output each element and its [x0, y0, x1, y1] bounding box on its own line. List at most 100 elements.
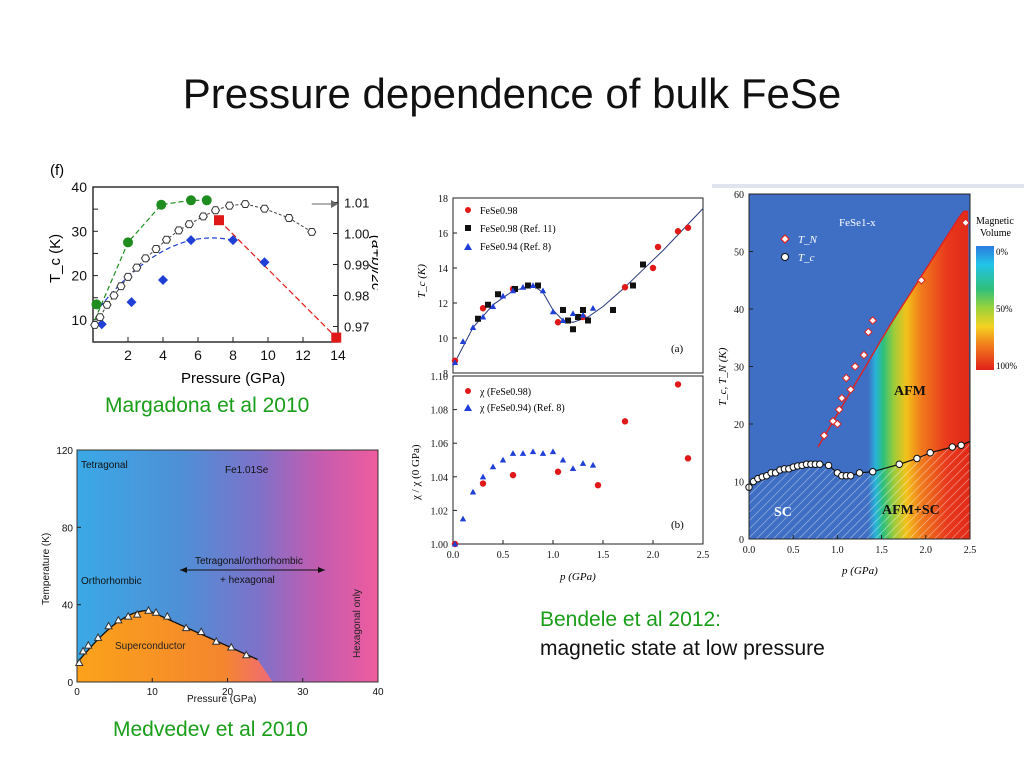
y-tick-label: 1.10	[431, 372, 449, 383]
y-tick-label: 1.08	[431, 406, 449, 417]
bendele-chi-point	[459, 515, 467, 522]
x-tick-label: 6	[194, 347, 202, 363]
tc-point	[926, 449, 934, 457]
bendele-tc-point	[495, 291, 501, 298]
phase-plot-frame	[748, 193, 971, 540]
margadona-point	[201, 195, 212, 206]
bendele-chi-point	[559, 456, 567, 463]
bendele-chi-point	[621, 418, 629, 425]
legend-ref8: FeSe0.94 (Ref. 8)	[480, 242, 551, 253]
medvedev-chart: 0 10 20 30 40 0 40 80 120 Tetragonal Orthorhombi…	[41, 446, 384, 705]
legend-chi094: χ (FeSe0.94) (Ref. 8)	[479, 403, 565, 414]
tn-point	[864, 327, 873, 337]
x-tick-label: 0.5	[787, 545, 800, 556]
y-tick-label: 14	[438, 264, 448, 275]
margadona-point	[102, 300, 112, 309]
legend-tn-marker	[780, 234, 790, 244]
bendele-panel-a: (a)	[671, 343, 684, 355]
phase-xlabel: p (GPa)	[841, 565, 878, 577]
arrow-left-icon	[180, 567, 187, 573]
region-sc: SC	[774, 505, 792, 520]
phase-axes: 0.0 0.5 1.0 1.5 2.0 2.5 0 10 20 30 40 50 60	[734, 190, 976, 556]
tc-point	[846, 472, 855, 480]
tc-point	[196, 627, 206, 636]
y-tick-label: 10	[438, 334, 448, 345]
bendele-chi-point	[594, 482, 602, 489]
tc-point	[869, 468, 877, 476]
legend-tn: T_N	[798, 234, 818, 246]
tn-point	[850, 362, 860, 371]
legend-marker-chi098	[465, 388, 471, 394]
region-tetragonal: Tetragonal	[81, 460, 128, 471]
x-tick-label: 2.5	[964, 545, 977, 556]
superconductor-region	[77, 610, 273, 682]
bendele-tc-point	[654, 243, 662, 251]
y-tick-label: 10	[734, 478, 744, 489]
bendele-tc-point	[580, 307, 586, 313]
y-tick-label: 30	[71, 223, 87, 239]
margadona-point	[174, 226, 184, 235]
tc-point	[211, 636, 221, 645]
margadona-point	[95, 313, 105, 322]
y-tick-label: 40	[62, 601, 74, 612]
medvedev-marks	[74, 605, 258, 666]
caption-bendele-1: Bendele et al 2012:	[540, 608, 721, 631]
legend-tc: T_c	[798, 252, 815, 264]
y-tick-label: 120	[56, 446, 73, 457]
margadona-chart: (f) 2 4 6 8 10 12 14 10 20 30 40 0.97 0.98 0.99 1.00 1.…	[47, 162, 378, 387]
legend-fese098: FeSe0.98	[480, 206, 518, 217]
legend-marker-ref11	[465, 225, 471, 231]
bendele-tc-point	[512, 286, 518, 292]
y-tick-label: 1.00	[431, 540, 449, 551]
bendele-tc-point	[519, 284, 527, 290]
x-tick-label: 1.0	[831, 545, 844, 556]
bendele-tc-point	[459, 338, 467, 345]
bendele-tc-point	[485, 301, 491, 308]
bendele-tc-point	[579, 312, 587, 318]
y-tick-label: 18	[438, 194, 448, 205]
margadona-point	[307, 227, 317, 236]
bendele-chi-point	[549, 448, 557, 455]
medvedev-frame	[76, 449, 379, 683]
bendele-chi-point	[509, 450, 517, 456]
tn-point	[917, 275, 926, 285]
margadona-xlabel: Pressure (GPa)	[181, 370, 285, 387]
tc-point	[83, 640, 93, 649]
bendele-tc-point	[479, 305, 487, 312]
margadona-point	[158, 275, 168, 285]
tc-point	[74, 658, 84, 666]
x-tick-label: 4	[159, 347, 167, 363]
bendele-tc-point	[535, 282, 541, 289]
tn-curve	[817, 210, 969, 448]
bendele-chi-point	[499, 456, 507, 463]
medvedev-arrow-label-1: Tetragonal/orthorhombic	[195, 556, 303, 567]
tc-point	[144, 605, 153, 614]
tn-point	[833, 419, 842, 429]
slide-title: Pressure dependence of bulk FeSe	[182, 70, 842, 117]
x-tick-label: 0.0	[743, 545, 756, 556]
bendele-tc-point	[469, 324, 477, 331]
tc-point	[957, 441, 965, 449]
bendele-tc-point	[575, 314, 581, 320]
arrow-right-icon	[318, 567, 325, 573]
bendele-chi-marks	[451, 381, 692, 548]
colorbar-tick-50: 50%	[996, 304, 1013, 314]
colorbar-title-1: Magnetic	[976, 216, 1014, 227]
region-hexagonal-only: Hexagonal only	[352, 589, 363, 658]
bendele-tc-point	[560, 307, 566, 313]
margadona-y2label: (a+b)/2c	[368, 235, 378, 291]
tc-point	[913, 454, 921, 463]
margadona-marks	[90, 195, 342, 343]
margadona-point	[284, 214, 294, 222]
bendele-tc-point	[630, 282, 636, 289]
legend-marker-chi094	[464, 404, 472, 411]
margadona-point	[91, 299, 102, 310]
legend-marker-ref8	[464, 243, 472, 250]
medvedev-xlabel: Pressure (GPa)	[187, 694, 256, 705]
margadona-point	[214, 215, 224, 226]
y-tick-label: 1.04	[431, 473, 449, 484]
margadona-point	[126, 297, 137, 308]
margadona-point	[151, 245, 161, 253]
bendele-tc-point	[525, 282, 531, 289]
tc-point	[132, 609, 142, 618]
